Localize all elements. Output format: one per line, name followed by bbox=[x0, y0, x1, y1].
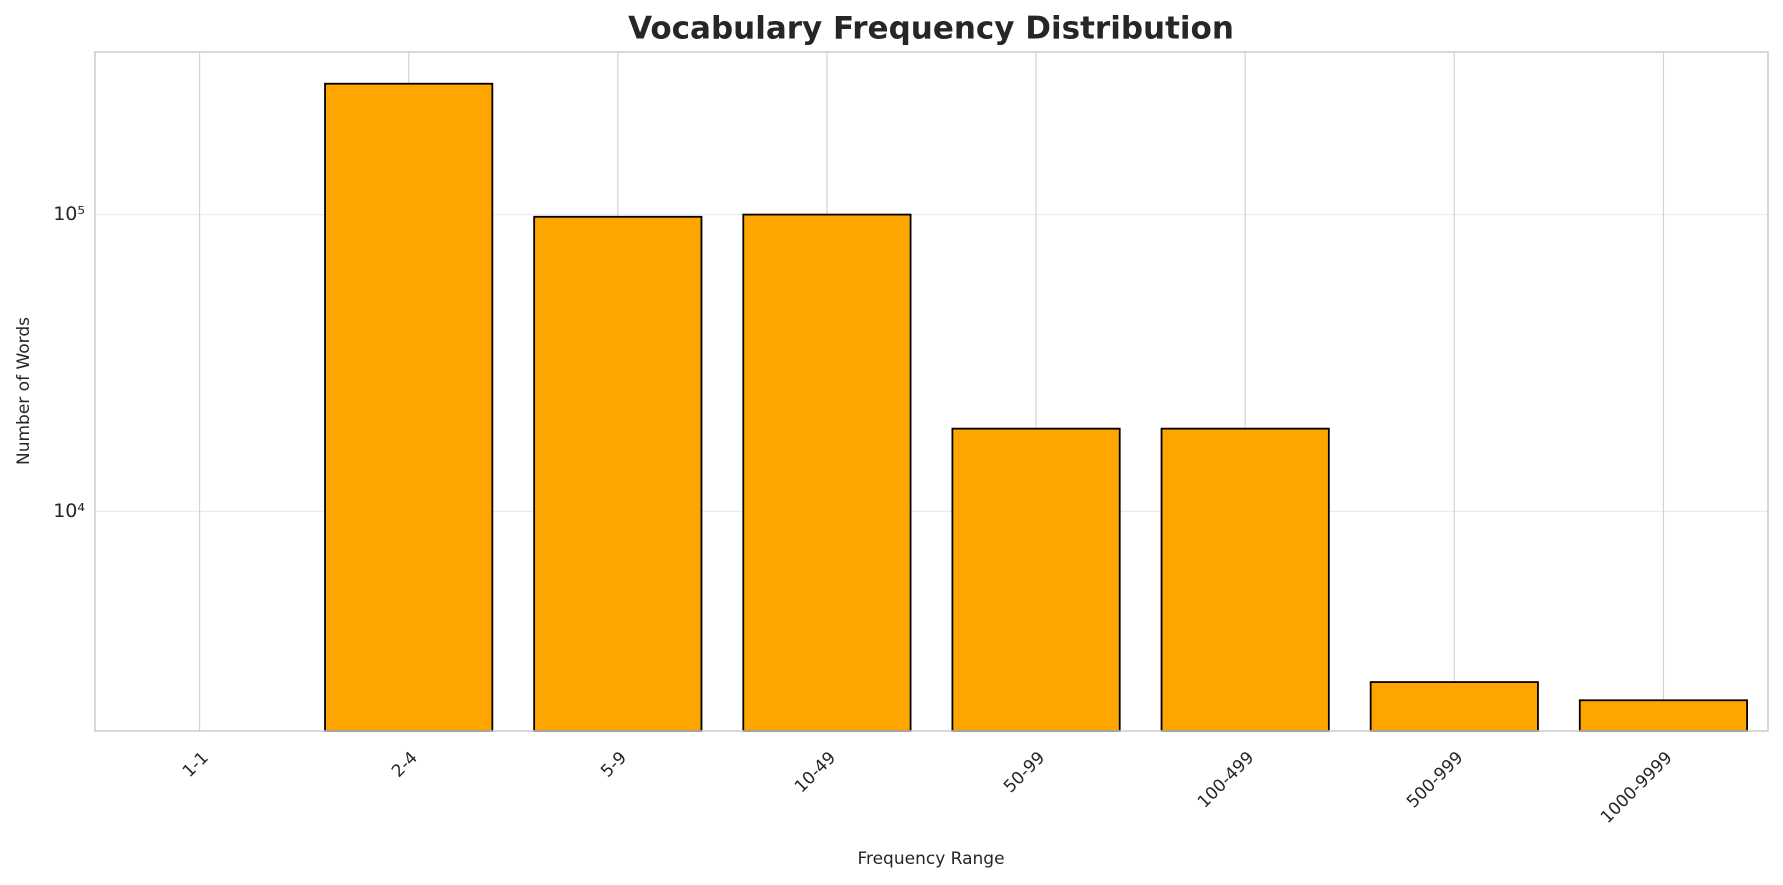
plot-frame bbox=[94, 51, 1769, 732]
y-axis-label: Number of Words bbox=[14, 317, 34, 465]
x-axis-label: Frequency Range bbox=[857, 849, 1004, 869]
bar bbox=[1369, 681, 1539, 732]
bar bbox=[324, 82, 494, 732]
bar bbox=[533, 215, 703, 732]
bar bbox=[1578, 699, 1748, 732]
bar bbox=[951, 427, 1121, 732]
y-tick-label: 10⁵ bbox=[53, 203, 85, 225]
bar bbox=[1160, 427, 1330, 732]
chart-title: Vocabulary Frequency Distribution bbox=[628, 11, 1234, 47]
y-tick-label: 10⁴ bbox=[53, 500, 85, 522]
bar bbox=[742, 213, 912, 732]
